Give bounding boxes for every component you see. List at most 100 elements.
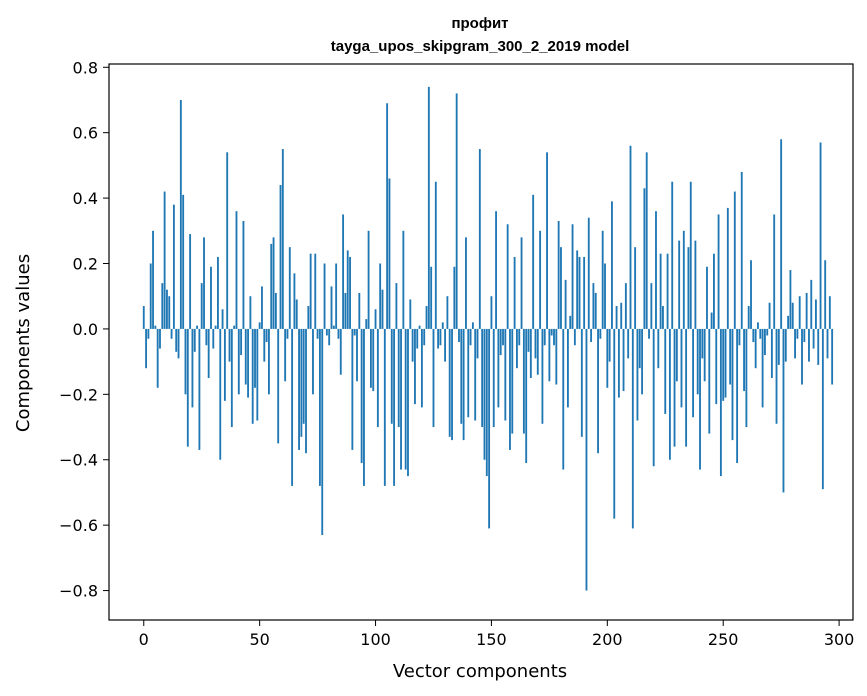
bar [474,328,477,421]
x-axis-ticks: 0 50 100 150 200 250 300 [139,620,854,649]
x-tick-label: 200 [592,630,623,649]
bar [265,328,268,342]
bar [363,328,365,486]
bar [631,328,634,529]
bar [349,256,351,329]
bar [761,328,764,408]
bar [325,328,328,336]
bar [592,283,595,329]
bar [615,306,618,329]
bar [307,306,310,329]
bar [379,263,382,329]
bar [814,299,817,329]
bar [710,312,713,329]
bar [369,328,372,388]
bar [694,240,697,329]
bar [768,302,771,329]
bar [759,328,762,339]
y-tick-label: 0.2 [73,255,98,274]
bar [295,299,298,329]
bar [532,194,535,329]
bar [794,328,796,359]
bar [627,328,630,359]
bar [455,93,458,329]
bar [453,266,456,329]
bar [738,328,741,346]
bar [550,328,553,336]
bar [210,266,212,329]
bar [682,230,685,329]
bar [152,230,154,329]
bar [703,328,706,382]
bar [562,328,565,470]
bar [226,152,229,329]
bar [824,260,827,329]
bar [478,149,481,329]
bar [427,86,430,329]
bar [416,328,419,349]
bar [242,220,245,329]
bar [318,328,321,486]
bar [608,328,611,362]
bar [300,328,303,437]
y-tick-label: 0.6 [73,124,98,143]
bar [536,328,539,375]
bar [495,211,497,329]
bar [557,220,560,329]
bar [458,328,460,342]
bar [787,315,790,329]
bar [365,319,368,329]
bar [256,328,259,421]
bar [288,247,291,329]
bar [166,289,168,329]
bar [330,286,333,329]
bar [434,181,437,329]
bar [578,256,581,329]
bar [223,328,226,401]
bar [367,230,370,329]
bar [244,328,247,385]
x-tick-label: 50 [249,630,269,649]
bar [425,306,428,329]
bar [513,256,516,329]
bar [645,152,648,329]
bar [747,306,750,329]
bar [335,263,338,329]
bar [219,328,222,460]
bar [281,149,284,329]
bar [583,256,586,329]
bar [831,328,834,385]
bar [323,263,326,329]
y-tick-label: 0.4 [73,189,98,208]
bar [828,296,831,329]
bar [689,181,692,329]
bar [729,328,732,385]
bar [451,328,453,441]
bar [414,328,416,405]
bar [228,328,231,362]
bar [261,286,263,329]
bar [235,211,238,329]
bar [587,217,590,329]
bar [179,99,182,329]
bar [624,283,627,329]
bar [376,328,379,428]
bar [706,266,708,329]
bar [404,328,407,470]
bar [757,322,759,329]
bar [277,328,280,444]
bar [527,328,530,352]
bar [566,328,569,408]
bar [812,328,815,349]
bar [740,171,743,329]
bar [430,266,433,329]
bar [652,328,655,467]
y-tick-label: 0.8 [73,58,98,77]
bar [529,328,532,378]
bar [696,328,699,395]
bar [516,328,518,369]
bar [499,328,502,356]
bar [777,328,780,365]
bar [159,328,161,349]
bar [789,270,792,329]
